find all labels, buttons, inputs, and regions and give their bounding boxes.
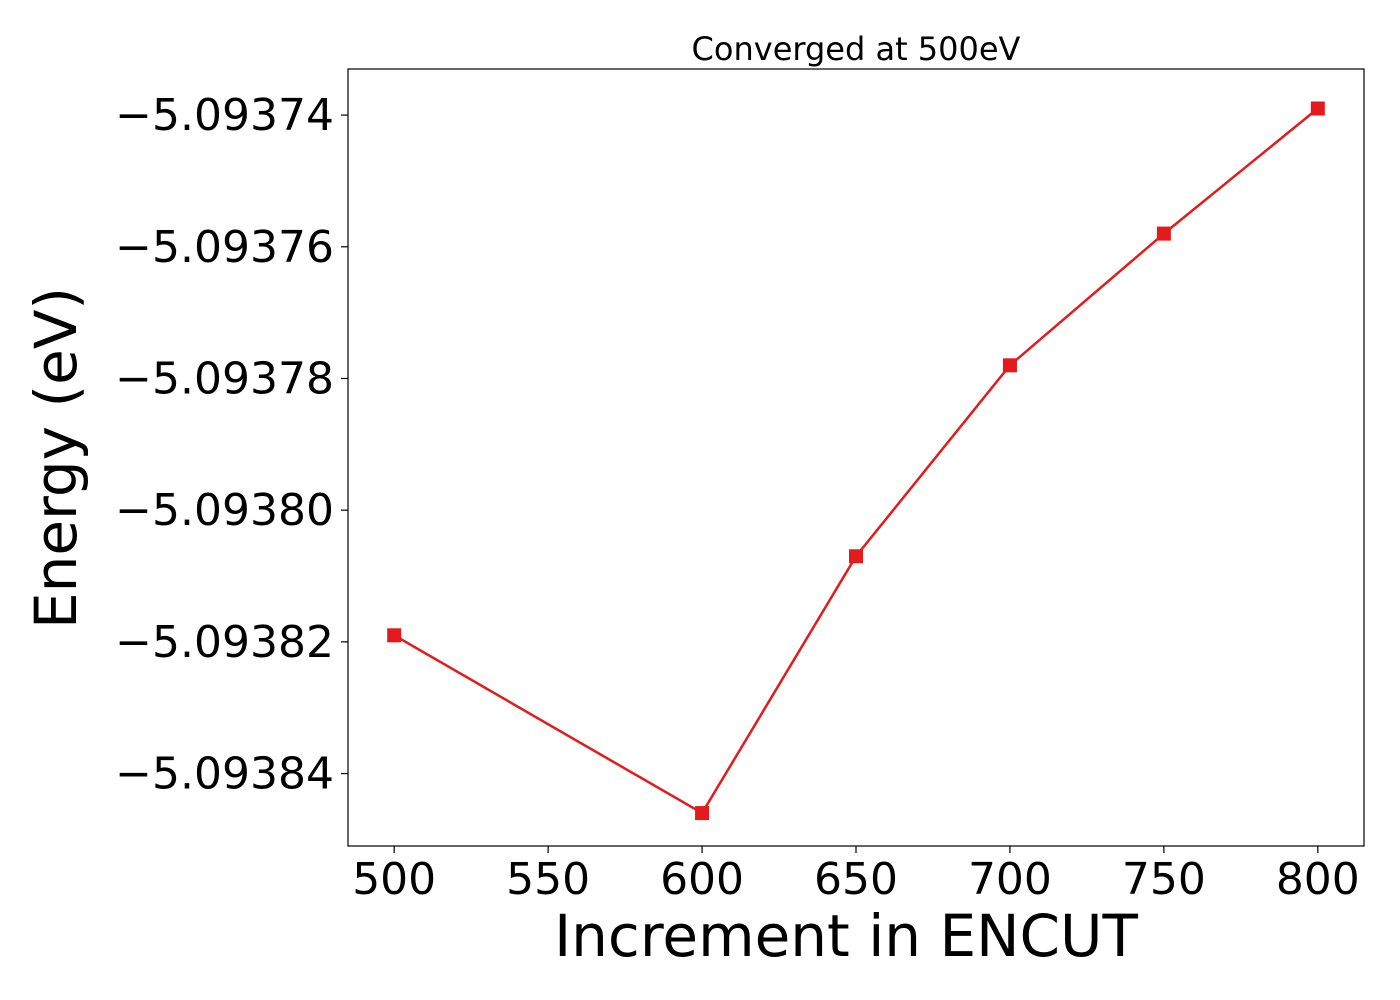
- y-tick-label: −5.09376: [115, 222, 334, 273]
- x-axis-label: Increment in ENCUT: [554, 902, 1138, 970]
- x-tick-label: 750: [1122, 854, 1206, 905]
- y-axis-label: Energy (eV): [22, 287, 90, 629]
- y-axis-ticks: −5.09374 −5.09376 −5.09378 −5.09380 −5.09382…: [115, 90, 348, 800]
- plot-frame: [347, 68, 1365, 847]
- data-point-marker: [387, 628, 402, 643]
- y-tick-label: −5.09382: [115, 617, 334, 668]
- x-tick-label: 700: [968, 854, 1052, 905]
- x-tick-label: 500: [352, 854, 436, 905]
- data-point-marker: [1002, 358, 1017, 373]
- y-tick-label: −5.09378: [115, 353, 334, 404]
- chart-title: Converged at 500eV: [692, 30, 1021, 68]
- y-tick-label: −5.09384: [115, 749, 334, 800]
- data-point-marker: [695, 806, 710, 821]
- energy-series: [387, 101, 1325, 821]
- data-point-marker: [1310, 101, 1325, 116]
- y-tick-label: −5.09380: [115, 485, 334, 536]
- data-point-marker: [849, 549, 863, 564]
- x-tick-label: 650: [814, 854, 898, 905]
- x-tick-label: 550: [506, 854, 590, 905]
- x-tick-label: 600: [660, 854, 744, 905]
- series-line: [393, 107, 1319, 815]
- x-axis-ticks: 500 550 600 650 700 750 800: [352, 846, 1360, 905]
- y-tick-label: −5.09374: [115, 90, 334, 141]
- x-tick-label: 800: [1276, 854, 1360, 905]
- data-point-marker: [1156, 226, 1171, 241]
